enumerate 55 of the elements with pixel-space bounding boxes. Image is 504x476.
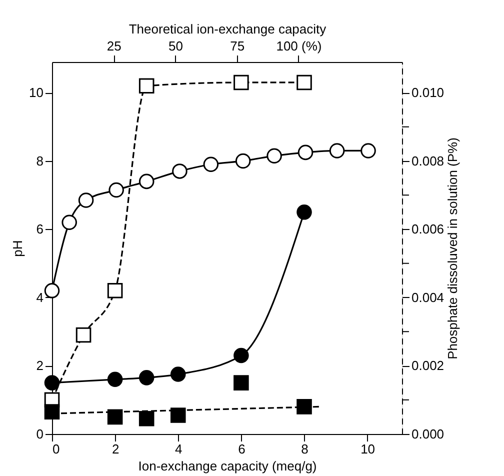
point bbox=[234, 375, 249, 390]
point bbox=[44, 283, 60, 298]
point bbox=[296, 204, 312, 220]
x2-tick-label: 75 bbox=[230, 38, 245, 54]
y-tick-label: 8 bbox=[36, 153, 44, 168]
point bbox=[44, 404, 60, 420]
point bbox=[138, 174, 154, 190]
point bbox=[235, 153, 251, 169]
point bbox=[107, 372, 123, 388]
y2-axis-title: Phosphate dissoluved in solution (P%) bbox=[445, 138, 460, 360]
point bbox=[138, 78, 154, 94]
x-tick-label: 8 bbox=[301, 442, 308, 456]
y-tick-label: 4 bbox=[36, 290, 44, 305]
y2-tick-label: 0.010 bbox=[412, 85, 444, 100]
point bbox=[62, 214, 77, 230]
y-tick-label: 6 bbox=[36, 222, 44, 237]
y-tick-label: 2 bbox=[36, 358, 44, 374]
y2-tick-label: 0.002 bbox=[412, 358, 444, 374]
point bbox=[203, 156, 219, 172]
point bbox=[360, 143, 376, 158]
y-axis-title: pH bbox=[10, 240, 26, 257]
x2-tick-label: 25 bbox=[106, 38, 122, 54]
point bbox=[234, 348, 249, 364]
point bbox=[138, 370, 154, 386]
x-tick-label: 0 bbox=[52, 442, 60, 456]
point bbox=[172, 164, 188, 179]
y2-tick-label: 0.004 bbox=[412, 290, 444, 305]
x2-tick-label: 100 (%) bbox=[276, 38, 322, 54]
point bbox=[107, 283, 123, 298]
y2-tick-label: 0.000 bbox=[412, 426, 444, 442]
point bbox=[329, 143, 345, 158]
point bbox=[170, 366, 186, 382]
y2-tick-label: 0.006 bbox=[412, 222, 444, 237]
point bbox=[266, 148, 282, 164]
point bbox=[234, 74, 249, 90]
x-tick-label: 10 bbox=[360, 442, 376, 456]
point bbox=[76, 327, 92, 343]
y-tick-label: 10 bbox=[29, 85, 44, 100]
point bbox=[298, 144, 314, 160]
point bbox=[78, 192, 94, 208]
point bbox=[138, 411, 154, 426]
y2-tick-label: 0.008 bbox=[412, 153, 444, 168]
point bbox=[296, 74, 312, 90]
point bbox=[108, 182, 124, 198]
point bbox=[107, 409, 123, 425]
x-tick-label: 4 bbox=[175, 442, 182, 456]
x-axis-title: Ion-exchange capacity (meq/g) bbox=[138, 458, 317, 474]
point bbox=[296, 399, 312, 414]
x2-tick-label: 50 bbox=[168, 38, 183, 54]
point bbox=[44, 375, 60, 390]
x-tick-label: 6 bbox=[238, 442, 246, 456]
point bbox=[170, 408, 186, 423]
x-tick-label: 2 bbox=[112, 442, 120, 456]
x2-axis-title: Theoretical ion-exchange capacity bbox=[128, 22, 327, 36]
y-tick-label: 0 bbox=[36, 426, 44, 442]
